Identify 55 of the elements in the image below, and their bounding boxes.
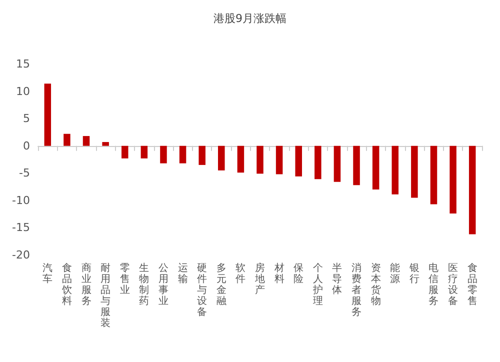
x-tick-label: 商业服务 (81, 262, 92, 307)
x-tick-label: 消费者服务 (352, 262, 362, 318)
bar (411, 146, 418, 198)
y-tick-label: -10 (12, 194, 30, 207)
x-tick-label: 银行 (408, 263, 420, 285)
x-tick-label: 材料 (273, 262, 284, 285)
x-tick-label: 运输 (178, 262, 188, 285)
bar (82, 136, 90, 146)
x-tick-label: 多元金融 (216, 262, 226, 307)
x-tick-label: 保险 (294, 263, 304, 285)
bar (44, 84, 52, 146)
x-tick-label: 医疗设备 (448, 263, 458, 307)
bar (237, 146, 244, 173)
y-tick-label: -20 (12, 248, 30, 262)
x-tick-label: 生物制药 (139, 262, 150, 307)
x-tick-label: 耐用品与服装 (100, 263, 111, 329)
bar (334, 146, 341, 182)
x-tick-label: 电信服务 (428, 262, 439, 307)
bar (218, 146, 225, 170)
bar (256, 146, 264, 174)
x-tick-label: 个人护理 (312, 262, 323, 307)
bar (276, 146, 283, 174)
x-tick-label: 食品零售 (467, 262, 478, 307)
bar (392, 146, 399, 194)
bar (430, 146, 438, 204)
bar (468, 146, 476, 234)
bar (372, 146, 380, 190)
y-tick-label: 15 (16, 58, 30, 70)
bar (295, 146, 302, 176)
x-tick-label: 公用事业 (158, 262, 168, 307)
x-tick-label: 资本货物 (370, 262, 381, 307)
x-tick-label: 半导体 (332, 262, 342, 296)
chart-title: 港股9月涨跌幅 (214, 12, 286, 25)
y-tick-label: -15 (12, 221, 30, 234)
x-tick-label: 软件 (236, 262, 246, 285)
y-tick-label: 0 (23, 139, 30, 152)
bar (160, 146, 167, 164)
bar (64, 134, 70, 146)
bar (314, 146, 322, 180)
bar (121, 146, 128, 158)
bar (450, 146, 456, 214)
x-tick-label: 食品饮料 (60, 262, 72, 307)
bar (198, 146, 206, 165)
x-tick-label: 能源 (390, 262, 400, 285)
x-tick-label: 汽车 (42, 262, 53, 285)
bar (179, 146, 186, 164)
y-tick-label: 5 (23, 112, 30, 126)
bar (353, 146, 360, 186)
y-tick-label: -5 (19, 166, 30, 180)
bar (140, 146, 148, 158)
x-tick-label: 零售业 (120, 263, 130, 296)
bar (102, 142, 109, 146)
x-tick-label: 房地产 (254, 262, 265, 296)
x-tick-label: 硬件与设备 (197, 263, 208, 318)
y-tick-label: 10 (16, 84, 30, 98)
